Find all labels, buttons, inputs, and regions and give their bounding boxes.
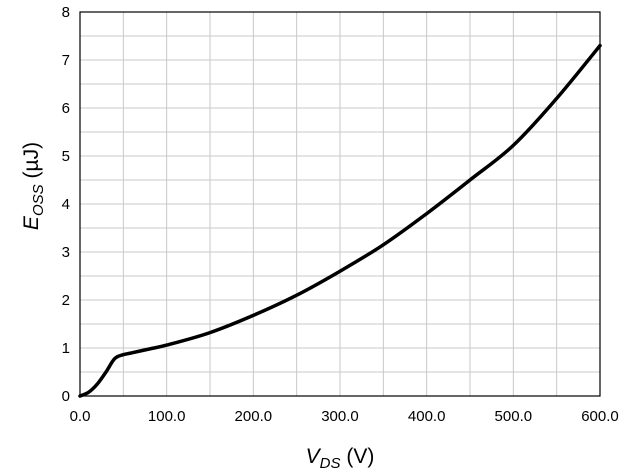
x-axis-title: VDS (V)	[306, 445, 375, 472]
y-axis-title-subscript: OSS	[30, 184, 47, 216]
plot-area-frame	[79, 11, 601, 397]
vertical-gridlines	[122, 12, 558, 396]
x-axis-title-subscript: DS	[320, 455, 341, 472]
y-tick-label: 3	[62, 244, 70, 261]
series-layer	[78, 43, 602, 398]
y-tick-label: 4	[62, 196, 70, 213]
x-tick-label: 100.0	[148, 408, 186, 425]
y-tick-label: 0	[62, 388, 70, 405]
x-axis-tick-labels: 0.0 100.0 200.0 300.0 400.0 500.0 600.0	[70, 408, 619, 425]
x-tick-label: 0.0	[70, 408, 91, 425]
y-tick-label: 2	[62, 292, 70, 309]
x-axis-title-unit: (V)	[341, 445, 375, 468]
y-axis-title: EOSS (µJ)	[20, 142, 47, 230]
x-tick-label: 300.0	[321, 408, 359, 425]
y-tick-label: 8	[62, 4, 70, 21]
x-tick-label: 500.0	[495, 408, 533, 425]
y-axis-title-main: E	[20, 215, 43, 230]
x-tick-label: 200.0	[235, 408, 273, 425]
y-axis-title-unit: (µJ)	[20, 142, 43, 184]
x-tick-label: 400.0	[408, 408, 446, 425]
y-tick-label: 7	[62, 52, 70, 69]
y-axis-tick-labels: 0 1 2 3 4 5 6 7 8	[62, 4, 70, 405]
x-axis-title-main: V	[306, 445, 322, 468]
eoss-series-line	[78, 43, 602, 398]
y-tick-label: 6	[62, 100, 70, 117]
y-tick-label: 5	[62, 148, 70, 165]
x-tick-label: 600.0	[581, 408, 619, 425]
y-tick-label: 1	[62, 340, 70, 357]
